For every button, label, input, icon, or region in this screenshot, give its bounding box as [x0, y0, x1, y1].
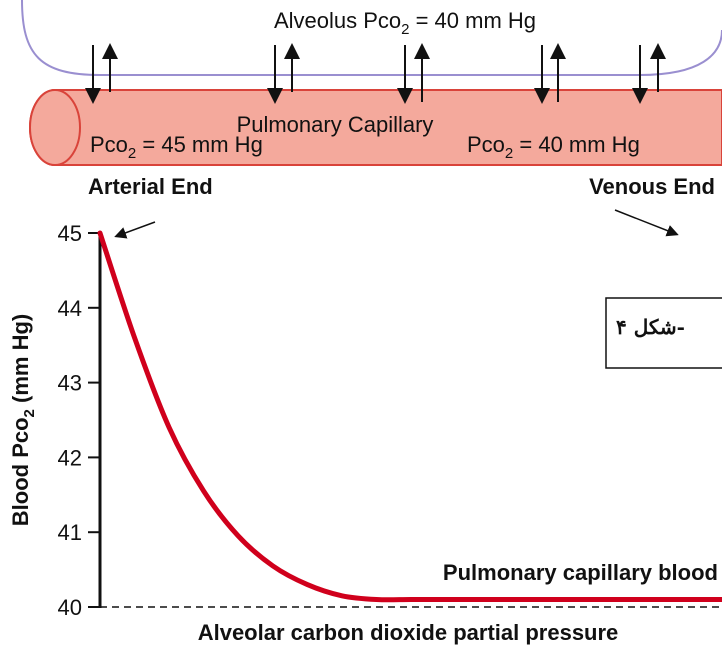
series-line: [97, 230, 722, 603]
figure-label: شکل ۴-: [616, 315, 685, 339]
alveolus-label: Alveolus Pco2 = 40 mm Hg: [274, 8, 536, 38]
y-tick-label: 41: [58, 520, 82, 545]
capillary-label: Pulmonary Capillary: [237, 112, 434, 137]
reference-label: Alveolar carbon dioxide partial pressure: [198, 620, 619, 645]
y-axis-label: Blood Pco2 (mm Hg): [8, 314, 38, 526]
y-tick-label: 45: [58, 221, 82, 246]
y-tick-label: 42: [58, 445, 82, 470]
exchange-arrows: [85, 43, 666, 104]
arterial-end: Arterial End: [88, 174, 213, 199]
venous-end: Venous End: [589, 174, 715, 199]
figure-label-box: [605, 297, 722, 369]
y-tick-label: 40: [58, 595, 82, 620]
arterial-pointer: [114, 221, 156, 239]
arterial-pco2: Pco2 = 45 mm Hg: [90, 132, 263, 162]
capillary-opening: [29, 89, 81, 166]
y-tick-label: 43: [58, 371, 82, 396]
y-tick-label: 44: [58, 296, 82, 321]
series-label: Pulmonary capillary blood: [443, 560, 718, 585]
venous-pointer: [614, 209, 679, 237]
venous-pco2: Pco2 = 40 mm Hg: [467, 132, 640, 162]
alveolus-membrane: [21, 0, 722, 76]
